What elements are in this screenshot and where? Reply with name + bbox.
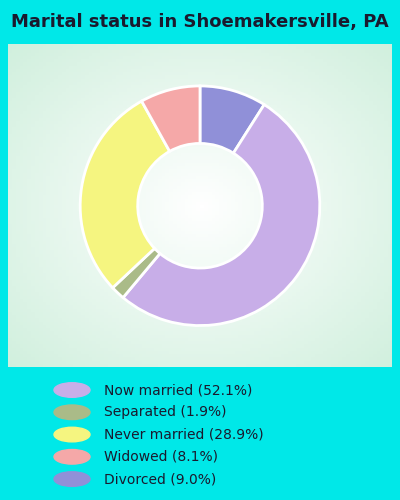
Ellipse shape: [54, 450, 90, 464]
Wedge shape: [200, 86, 264, 153]
Ellipse shape: [54, 428, 90, 442]
Text: Widowed (8.1%): Widowed (8.1%): [104, 450, 218, 464]
Text: Now married (52.1%): Now married (52.1%): [104, 383, 252, 397]
Wedge shape: [123, 104, 320, 326]
Ellipse shape: [54, 382, 90, 398]
Wedge shape: [113, 248, 160, 298]
Text: Separated (1.9%): Separated (1.9%): [104, 406, 226, 419]
Text: Never married (28.9%): Never married (28.9%): [104, 428, 264, 442]
Wedge shape: [80, 101, 170, 288]
Wedge shape: [142, 86, 200, 152]
Ellipse shape: [54, 405, 90, 419]
Text: Divorced (9.0%): Divorced (9.0%): [104, 472, 216, 486]
Text: Marital status in Shoemakersville, PA: Marital status in Shoemakersville, PA: [11, 13, 389, 31]
Ellipse shape: [54, 472, 90, 486]
